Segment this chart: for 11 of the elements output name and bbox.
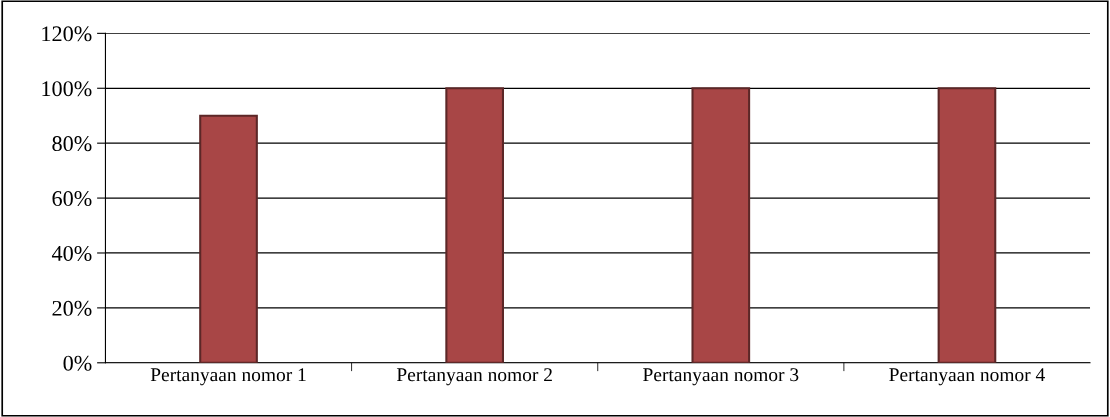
x-tick-label: Pertanyaan nomor 3 <box>643 368 799 386</box>
y-tick-label: 80% <box>52 136 92 152</box>
y-tick-label: 60% <box>52 191 92 207</box>
x-tick-label: Pertanyaan nomor 2 <box>396 368 552 386</box>
y-tick-label: 0% <box>63 355 92 371</box>
y-tick-label: 120% <box>42 26 92 42</box>
y-tick-label: 100% <box>42 81 92 97</box>
x-tick-label: Pertanyaan nomor 4 <box>889 368 1045 386</box>
y-tick-label: 40% <box>51 245 92 261</box>
y-tick-label: 20% <box>52 300 92 316</box>
x-tick-label: Pertanyaan nomor 1 <box>150 368 306 386</box>
